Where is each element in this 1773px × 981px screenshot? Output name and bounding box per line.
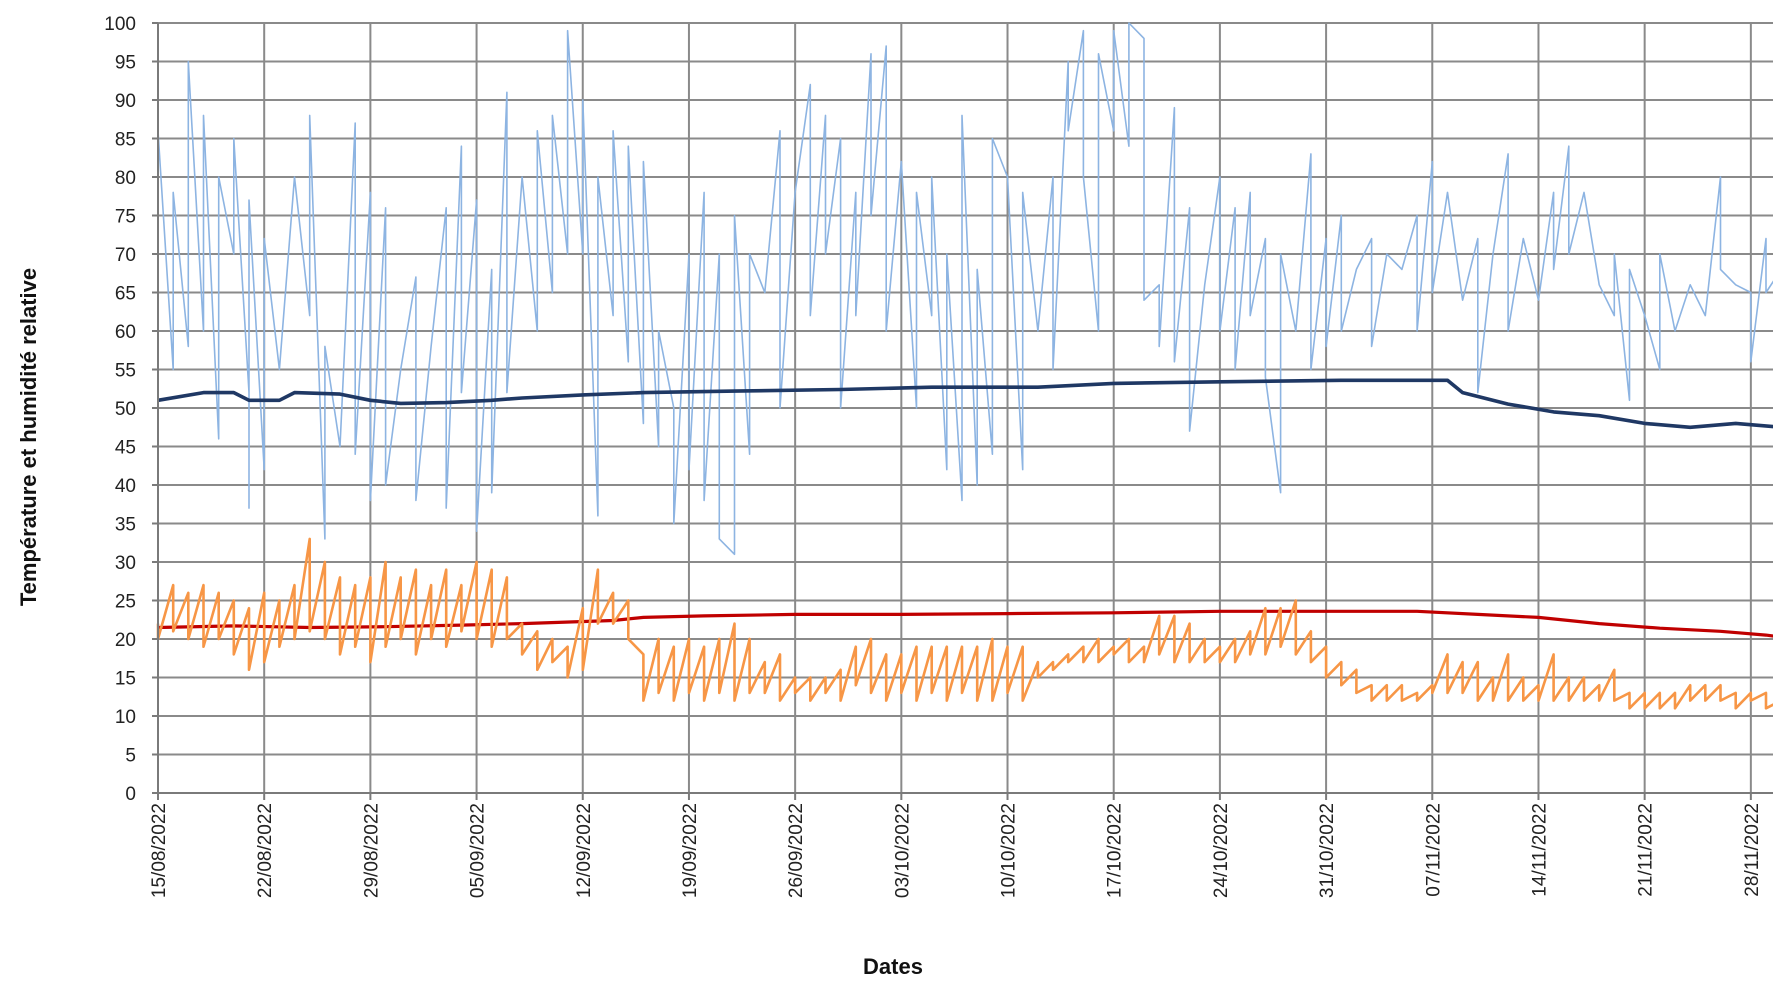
x-tick-label: 29/08/2022 (361, 803, 382, 898)
x-tick-label: 31/10/2022 (1317, 803, 1338, 898)
y-tick-label: 0 (125, 784, 136, 805)
x-tick-label: 21/11/2022 (1636, 803, 1657, 897)
y-tick-label: 20 (115, 630, 136, 651)
y-tick-label: 30 (115, 553, 136, 574)
y-tick-label: 45 (115, 438, 136, 459)
y-tick-label: 80 (115, 168, 136, 189)
y-tick-label: 70 (115, 245, 136, 266)
y-axis-label: Température et humidité relative (16, 268, 41, 606)
x-tick-label: 03/10/2022 (892, 803, 913, 898)
y-tick-label: 10 (115, 707, 136, 728)
y-tick-label: 75 (115, 207, 136, 228)
x-axis-label: Dates (863, 954, 923, 979)
y-tick-label: 25 (115, 592, 136, 613)
x-tick-label: 14/11/2022 (1529, 803, 1550, 897)
series-line-2 (157, 378, 1773, 430)
series-layer (156, 22, 1773, 710)
y-tick-label: 35 (115, 515, 136, 536)
x-tick-label: 07/11/2022 (1423, 803, 1444, 897)
series-line-3 (157, 609, 1773, 638)
x-tick-label: 10/10/2022 (999, 803, 1020, 898)
x-tick-label: 24/10/2022 (1211, 803, 1232, 898)
x-tick-label: 28/11/2022 (1742, 803, 1763, 897)
y-tick-labels: 0 5 10 15 20 25 30 35 40 45 50 55 60 65 70 75 80 85 90 95 10… (104, 14, 158, 805)
x-tick-label: 17/10/2022 (1105, 803, 1126, 898)
x-tick-label: 19/09/2022 (680, 803, 701, 898)
y-tick-label: 60 (115, 322, 136, 343)
y-tick-label: 65 (115, 284, 136, 305)
x-tick-label: 12/09/2022 (574, 803, 595, 898)
x-tick-label: 26/09/2022 (786, 803, 807, 898)
series-line-1 (157, 22, 1773, 556)
y-tick-label: 85 (115, 130, 136, 151)
x-tick-labels: 15/08/2022 22/08/2022 29/08/2022 05/09/2022… (149, 793, 1763, 898)
y-tick-label: 95 (115, 53, 136, 74)
x-tick-label: 22/08/2022 (255, 803, 276, 898)
y-tick-label: 50 (115, 399, 136, 420)
y-tick-label: 55 (115, 361, 136, 382)
y-tick-label: 40 (115, 476, 136, 497)
y-tick-label: 5 (125, 746, 136, 767)
x-tick-label: 15/08/2022 (149, 803, 170, 898)
y-tick-label: 100 (104, 14, 136, 35)
x-tick-label: 05/09/2022 (468, 803, 489, 898)
series-line-4 (156, 537, 1773, 710)
y-tick-label: 90 (115, 91, 136, 112)
y-tick-label: 15 (115, 669, 136, 690)
